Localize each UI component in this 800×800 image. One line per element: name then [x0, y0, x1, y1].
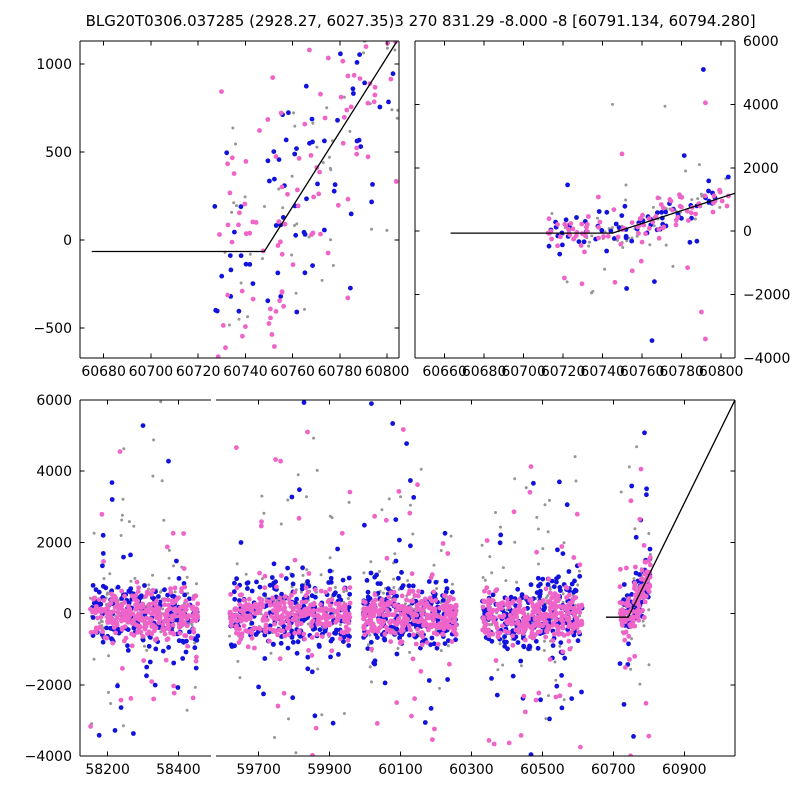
x-tick-label: 58400	[156, 762, 201, 778]
scatter-points-top-right	[545, 67, 731, 343]
x-tick-label: 60760	[270, 364, 315, 380]
axis-ticks-top-right	[415, 40, 735, 359]
axis-labels-bottom-left: 58200 58400 −4000 −2000 0 2000 4000 6000	[25, 393, 201, 778]
y-tick-label: 4000	[743, 97, 779, 113]
y-tick-label: 0	[63, 607, 72, 623]
axis-frame-top-left	[79, 40, 400, 359]
scatter-points-bottom-left	[88, 400, 201, 738]
panel-title-top-right: 3 270 831.29 -8.000 -8 [60791.134, 60794…	[394, 12, 756, 30]
y-tick-label: −4000	[25, 749, 72, 765]
x-tick-label: 60660	[422, 364, 467, 380]
x-tick-label: 60720	[541, 364, 586, 380]
x-tick-label: 60780	[659, 364, 704, 380]
x-tick-label: 60700	[129, 364, 174, 380]
y-tick-label: 4000	[36, 464, 72, 480]
x-tick-label: 60700	[501, 364, 546, 380]
x-tick-label: 60780	[318, 364, 363, 380]
axis-frame-bottom-left	[79, 399, 211, 757]
x-tick-label: 60100	[378, 762, 423, 778]
fit-line-top-right	[450, 192, 735, 234]
y-tick-label: 6000	[743, 34, 779, 50]
axis-frame-top-right	[414, 40, 736, 359]
y-tick-label: −500	[34, 321, 72, 337]
x-tick-label: 60800	[699, 364, 744, 380]
axis-ticks-bottom-left	[80, 399, 179, 757]
x-tick-label: 59700	[236, 762, 281, 778]
x-tick-label: 60500	[520, 762, 565, 778]
y-tick-label: 2000	[743, 161, 779, 177]
x-tick-label: 60700	[591, 762, 636, 778]
fit-line-top-left	[91, 41, 398, 253]
y-tick-label: 2000	[36, 535, 72, 551]
x-tick-label: 60720	[176, 364, 221, 380]
axis-ticks-bottom-right	[258, 399, 735, 757]
x-tick-label: 60740	[223, 364, 268, 380]
x-tick-label: 60760	[620, 364, 665, 380]
panel-top-right: 6066060680607006072060740607606078060800…	[414, 34, 790, 380]
y-tick-label: −2000	[25, 678, 72, 694]
x-tick-label: 60680	[462, 364, 507, 380]
axis-labels-bottom-right: 59700 59900 60100 60300 60500 60700 60900	[236, 762, 706, 778]
x-tick-label: 59900	[307, 762, 352, 778]
axis-labels-top-right: 6066060680607006072060740607606078060800…	[422, 34, 790, 380]
y-tick-label: 0	[63, 233, 72, 249]
panel-top-left: 60680 60700 60720 60740 60760 60780 60800 −500 0…	[34, 40, 410, 380]
axis-frame-bottom-right	[216, 399, 736, 757]
y-tick-label: −4000	[743, 351, 790, 367]
panel-title-top-left: BLG20T0306.037285 (2928.27, 6027.35)	[85, 12, 395, 30]
axis-labels-top-left: 60680 60700 60720 60740 60760 60780 60800 −500 0…	[34, 57, 410, 380]
fit-line-bottom-right	[605, 400, 735, 618]
x-tick-label: 60800	[365, 364, 410, 380]
panel-bottom-left: 58200 58400 −4000 −2000 0 2000 4000 6000	[25, 393, 211, 778]
panel-bottom-right: 59700 59900 60100 60300 60500 60700 60900	[216, 399, 736, 778]
x-tick-label: 60300	[449, 762, 494, 778]
x-tick-label: 60680	[81, 364, 126, 380]
y-tick-label: 0	[743, 224, 752, 240]
scatter-points-bottom-right	[227, 400, 653, 756]
scatter-points-top-left	[212, 41, 399, 358]
x-tick-label: 60740	[580, 364, 625, 380]
x-tick-label: 60900	[662, 762, 707, 778]
y-tick-label: 1000	[36, 57, 72, 73]
y-tick-label: 500	[45, 145, 72, 161]
x-tick-label: 58200	[85, 762, 130, 778]
axis-ticks-top-left	[80, 41, 399, 358]
y-tick-label: −2000	[743, 288, 790, 304]
y-tick-label: 6000	[36, 393, 72, 409]
